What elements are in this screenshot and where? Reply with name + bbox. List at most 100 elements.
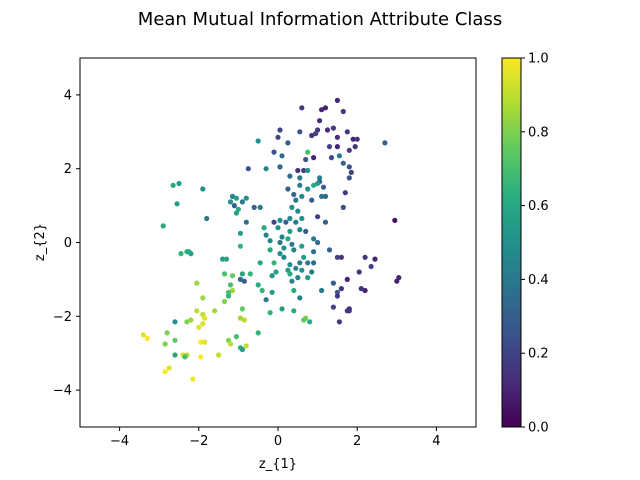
scatter-point [194, 280, 200, 286]
scatter-point [291, 287, 297, 294]
y-tick-label: 0 [64, 236, 72, 251]
scatter-point [170, 182, 176, 188]
scatter-point [358, 286, 364, 292]
scatter-point [263, 166, 269, 172]
scatter-point [239, 271, 245, 277]
scatter-point [172, 337, 178, 343]
colorbar-tick-label: 0.0 [528, 421, 549, 436]
scatter-point [285, 186, 291, 192]
scatter-point [255, 330, 261, 336]
colorbar-tick-label: 1.0 [528, 52, 549, 67]
scatter-point [277, 239, 283, 246]
scatter-point [338, 254, 344, 260]
scatter-point [305, 149, 311, 155]
scatter-point [301, 254, 307, 260]
scatter-point [279, 306, 285, 312]
scatter-point [344, 276, 350, 282]
scatter-point [271, 260, 277, 266]
scatter-point [212, 308, 218, 314]
scatter-point [186, 249, 192, 255]
scatter-point [287, 271, 293, 277]
scatter-point [225, 293, 232, 299]
scatter-point [229, 287, 236, 294]
scatter-point [190, 376, 196, 382]
scatter-point [348, 169, 354, 175]
scatter-point [247, 271, 253, 277]
scatter-point [319, 107, 325, 113]
scatter-point [251, 204, 257, 210]
scatter-point [255, 282, 261, 288]
scatter-point [297, 175, 303, 181]
y-tick-label: 4 [64, 88, 72, 103]
scatter-point [233, 195, 239, 201]
scatter-point [319, 193, 325, 199]
scatter-point [176, 180, 182, 187]
scatter-point [279, 153, 285, 159]
scatter-point [239, 199, 245, 205]
colorbar-gradient [501, 57, 522, 428]
x-tick-label: 2 [353, 434, 361, 449]
scatter-point [144, 335, 150, 341]
scatter-point [277, 164, 283, 170]
scatter-point [315, 180, 321, 187]
scatter-points [140, 97, 402, 382]
scatter-point [330, 304, 336, 310]
scatter-point [202, 315, 208, 321]
scatter-point [277, 251, 283, 257]
scatter-point [289, 204, 295, 210]
colorbar-tick-label: 0.8 [528, 125, 549, 140]
colorbar-ticks: 0.0 0.2 0.4 0.6 0.8 1.0 [521, 52, 549, 436]
x-tick-label: 0 [274, 434, 282, 449]
scatter-point [245, 166, 251, 172]
scatter-point [227, 199, 234, 205]
scatter-point [221, 298, 228, 305]
scatter-point [315, 239, 321, 246]
scatter-point [297, 295, 303, 301]
scatter-point [275, 134, 281, 140]
scatter-point [311, 260, 317, 266]
scatter-point [338, 286, 344, 292]
scatter-point [271, 149, 277, 155]
scatter-point [392, 217, 398, 223]
scatter-point [305, 186, 311, 192]
scatter-point [257, 204, 263, 210]
scatter-point [241, 278, 247, 284]
scatter-point [307, 319, 313, 325]
scatter-point [269, 273, 275, 279]
scatter-point [267, 247, 273, 253]
scatter-point [281, 245, 287, 251]
scatter-point [305, 275, 311, 281]
scatter-point [303, 228, 309, 234]
scatter-point [340, 108, 346, 115]
scatter-point [303, 156, 309, 163]
scatter-point [309, 132, 315, 139]
scatter-point [287, 215, 293, 222]
scatter-point [354, 136, 360, 142]
scatter-point [237, 243, 243, 249]
scatter-point [269, 289, 275, 295]
scatter-point [299, 105, 305, 111]
scatter-point [162, 369, 168, 375]
scatter-point [317, 118, 323, 124]
scatter-point [344, 129, 350, 135]
scatter-point [166, 365, 172, 371]
scatter-point [346, 147, 352, 153]
scatter-point [309, 197, 315, 203]
scatter-point [283, 219, 289, 225]
scatter-point [275, 225, 281, 231]
scatter-point [334, 293, 340, 299]
scatter-point [267, 238, 273, 244]
scatter-point [227, 282, 234, 288]
scatter-point [220, 256, 226, 262]
scatter-point [231, 203, 237, 209]
scatter-point [293, 219, 299, 225]
scatter-point [184, 319, 190, 325]
scatter-point [174, 201, 180, 207]
scatter-point [326, 144, 333, 150]
scatter-point [322, 193, 329, 199]
y-tick-label: 2 [64, 162, 72, 177]
scatter-point [295, 208, 301, 214]
scatter-point [297, 227, 303, 233]
scatter-point [259, 287, 265, 294]
scatter-point [293, 265, 299, 271]
